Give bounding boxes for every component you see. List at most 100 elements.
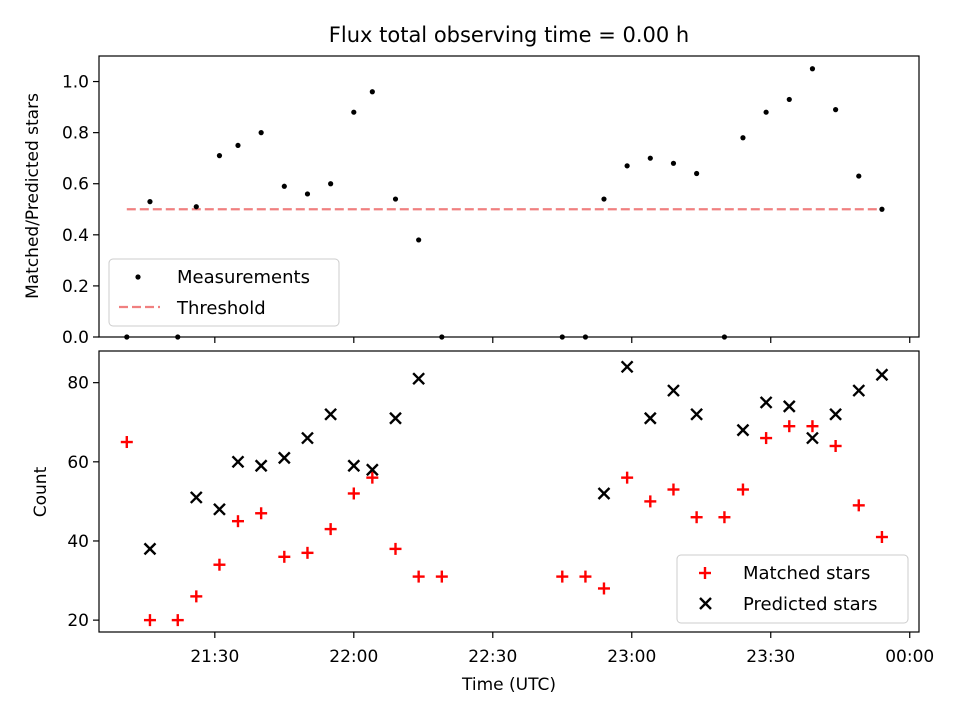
- matched-star-point: [875, 531, 888, 544]
- predicted-star-stroke-b: [189, 491, 203, 504]
- measurement-point: [369, 89, 375, 95]
- predicted-star-stroke-b: [667, 384, 680, 397]
- matched-star-point: [255, 507, 268, 520]
- matched-star-point: [852, 499, 865, 512]
- measurement-point: [235, 142, 241, 149]
- predicted-star-point: [412, 372, 426, 386]
- bottom-legend: Matched stars Predicted stars: [676, 554, 909, 624]
- measurement-point: [833, 107, 839, 113]
- bottom-plot-area: [120, 360, 889, 627]
- predicted-star-stroke-b: [829, 407, 842, 421]
- bottom-x-axis-label: Time (UTC): [461, 675, 556, 695]
- measurement-point: [624, 163, 630, 169]
- matched-star-point: [412, 570, 425, 583]
- measurement-point: [416, 237, 422, 243]
- top-legend-box: [108, 258, 340, 327]
- top-y-axis: 0.0 0.2 0.4 0.6 0.8 1.0: [62, 73, 99, 348]
- predicted-star-point: [829, 407, 842, 421]
- measurement-point: [856, 173, 862, 179]
- matched-star-point: [120, 436, 133, 449]
- matched-star-point: [829, 439, 842, 452]
- bottom-y-tick-label: 20: [67, 611, 89, 631]
- top-y-axis-label: Matched/Predicted stars: [23, 93, 43, 299]
- predicted-star-point: [301, 431, 314, 445]
- top-panel: Flux total observing time = 0.00 h 0.00.…: [23, 23, 920, 348]
- matched-star-point: [324, 523, 337, 536]
- legend-matched-marker: [699, 567, 711, 579]
- predicted-star-point: [347, 459, 361, 473]
- bottom-x-tick-label: 22:00: [329, 647, 378, 667]
- predicted-star-point: [597, 487, 611, 500]
- top-y-tick-label: 0.0: [62, 328, 89, 348]
- top-y-tick-label: 0.8: [62, 124, 89, 144]
- top-plot-area: [124, 66, 885, 340]
- measurement-point: [647, 155, 653, 161]
- predicted-star-point: [389, 411, 402, 425]
- bottom-x-tick-label: 23:00: [607, 647, 656, 667]
- predicted-star-stroke-b: [597, 487, 611, 500]
- predicted-star-point: [643, 411, 657, 425]
- measurement-point: [281, 183, 287, 189]
- predicted-star-stroke-b: [620, 360, 634, 374]
- legend-measurements-marker: [135, 274, 141, 280]
- matched-star-point: [806, 420, 819, 433]
- predicted-star-stroke-b: [643, 411, 657, 425]
- predicted-star-point: [277, 451, 291, 465]
- predicted-star-point: [690, 407, 703, 421]
- measurement-point: [216, 153, 223, 159]
- matched-star-point: [597, 582, 610, 595]
- legend-threshold-label: Threshold: [176, 298, 266, 319]
- top-x-axis: [214, 337, 911, 343]
- predicted-star-point: [806, 431, 819, 445]
- bottom-y-tick-label: 40: [67, 532, 89, 552]
- predicted-star-stroke-b: [231, 455, 245, 469]
- measurement-point: [670, 160, 677, 166]
- bottom-y-tick-label: 80: [67, 374, 89, 394]
- predicted-star-stroke-b: [277, 451, 291, 465]
- predicted-star-point: [875, 368, 889, 382]
- matched-star-point: [760, 432, 773, 445]
- predicted-star-point: [189, 491, 203, 504]
- measurement-point: [809, 66, 816, 72]
- bottom-y-axis: 20 40 60 80: [67, 374, 99, 631]
- predicted-star-stroke-b: [782, 400, 796, 413]
- legend-predicted-label: Predicted stars: [743, 594, 877, 615]
- bottom-x-tick-label: 22:30: [468, 647, 517, 667]
- predicted-star-stroke-b: [389, 411, 402, 425]
- matched-star-point: [347, 487, 360, 500]
- bottom-legend-box: [676, 554, 909, 624]
- top-y-tick-label: 1.0: [62, 73, 89, 93]
- predicted-star-point: [759, 396, 773, 409]
- predicted-star-point: [324, 407, 337, 421]
- predicted-star-point: [143, 542, 157, 556]
- matched-star-point: [644, 495, 657, 508]
- matched-star-point: [736, 483, 749, 496]
- measurement-point: [694, 170, 700, 177]
- predicted-star-point: [852, 384, 866, 397]
- predicted-star-stroke-b: [143, 542, 157, 556]
- measurement-point: [601, 196, 607, 202]
- matched-star-point: [579, 570, 592, 583]
- predicted-star-point: [782, 400, 796, 413]
- predicted-star-point: [620, 360, 634, 374]
- predicted-star-point: [667, 384, 680, 397]
- measurement-point: [147, 199, 153, 205]
- predicted-star-point: [365, 463, 379, 477]
- predicted-star-stroke-b: [875, 368, 889, 382]
- bottom-axes-frame: [98, 350, 920, 633]
- predicted-star-stroke-b: [213, 502, 226, 516]
- matched-star-point: [690, 511, 703, 524]
- predicted-star-stroke-b: [759, 396, 773, 409]
- predicted-star-point: [254, 459, 268, 473]
- measurement-point: [392, 196, 399, 202]
- predicted-star-stroke-b: [806, 431, 819, 445]
- matched-star-point: [667, 483, 680, 496]
- predicted-star-stroke-b: [324, 407, 337, 421]
- top-legend: Measurements Threshold: [108, 258, 340, 327]
- matched-star-point: [278, 550, 291, 563]
- predicted-star-point: [231, 455, 245, 469]
- predicted-star-stroke-b: [736, 423, 750, 437]
- matched-star-point: [435, 570, 448, 583]
- measurement-point: [740, 135, 746, 141]
- top-axes-frame: [98, 55, 920, 338]
